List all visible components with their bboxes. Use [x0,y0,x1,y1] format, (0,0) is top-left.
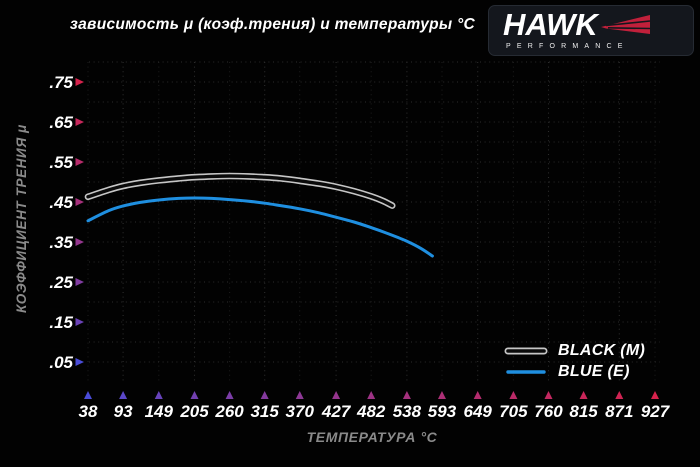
series-black-curve [84,172,396,209]
x-tick-label: 149 [145,402,174,421]
legend-label-black: BLACK (M) [558,341,646,359]
x-tick-label: 538 [393,402,422,421]
hawk-logo: HAWK PERFORMANCE [488,5,694,56]
x-tick-label: 593 [428,402,457,421]
y-tick-labels: .05 .15 .25 .35 .45 .55 .65 .75 [49,73,73,372]
x-tick-label: 705 [499,402,528,421]
x-tick-label: 927 [641,402,671,421]
legend-label-blue: BLUE (E) [558,362,630,380]
legend-sample-black-line [504,347,548,354]
chart-title: зависимость μ (коэф.трения) и температур… [69,16,476,33]
y-tick-label: .25 [49,273,73,292]
hawk-logo-subtitle: PERFORMANCE [506,43,629,50]
x-tick-arrows [84,391,659,399]
x-tick-label: 815 [569,402,598,421]
x-tick-label: 38 [79,402,98,421]
x-tick-label: 205 [179,402,209,421]
x-tick-label: 649 [464,402,493,421]
x-tick-label: 370 [286,402,315,421]
x-tick-label: 315 [250,402,279,421]
hawk-wing-icon [600,15,650,34]
y-tick-label: .35 [49,233,73,252]
x-tick-label: 260 [214,402,244,421]
x-tick-label: 871 [605,402,633,421]
hawk-logo-row: HAWK [503,7,693,42]
y-axis-title: КОЭФФИЦИЕНТ ТРЕНИЯ μ [14,124,29,313]
legend: BLACK (M) BLUE (E) [503,340,645,382]
y-tick-label: .65 [49,113,73,132]
legend-row-black: BLACK (M) [503,340,645,361]
x-tick-label: 482 [356,402,386,421]
legend-row-blue: BLUE (E) [503,361,645,382]
x-tick-label: 427 [321,402,352,421]
y-tick-label: .15 [49,313,73,332]
legend-sample-blue-line [506,369,546,374]
x-tick-label: 760 [534,402,563,421]
hawk-logo-text: HAWK [503,7,598,42]
x-axis-title: ТЕМПЕРАТУРА °C [306,429,438,445]
y-tick-label: .45 [49,193,73,212]
y-tick-label: .05 [49,353,73,372]
grid [87,61,660,384]
y-tick-arrows [75,78,84,366]
x-tick-label: 93 [114,402,133,421]
x-tick-labels: 38 93 149 205 260 315 370 427 482 538 593 649 705 760… [79,402,671,421]
y-tick-label: .75 [49,73,73,92]
y-tick-label: .55 [49,153,73,172]
series-blue-curve [86,196,434,258]
